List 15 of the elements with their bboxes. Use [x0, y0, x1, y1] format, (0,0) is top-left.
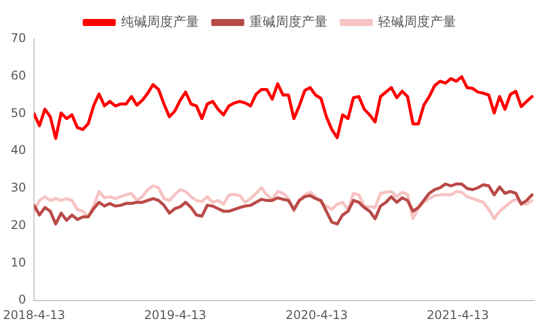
y-tick-label: 70: [10, 31, 26, 46]
y-tick-label: 0: [18, 292, 26, 307]
legend-label: 轻碱周度产量: [378, 14, 456, 30]
y-tick-label: 20: [10, 218, 26, 232]
y-tick-label: 10: [10, 255, 26, 270]
x-tick-label: 2021-4-13: [426, 308, 489, 322]
x-tick-label: 2018-4-13: [2, 308, 66, 322]
y-tick-label: 50: [10, 106, 26, 120]
y-tick-label: 30: [10, 180, 26, 195]
legend-label: 重碱周度产量: [249, 14, 328, 30]
y-tick-label: 60: [10, 68, 26, 82]
y-tick-label: 40: [10, 143, 26, 158]
x-tick-label: 2020-4-13: [286, 308, 348, 322]
legend-label: 纯碱周度产量: [120, 14, 199, 30]
x-tick-label: 2019-4-13: [144, 308, 206, 322]
